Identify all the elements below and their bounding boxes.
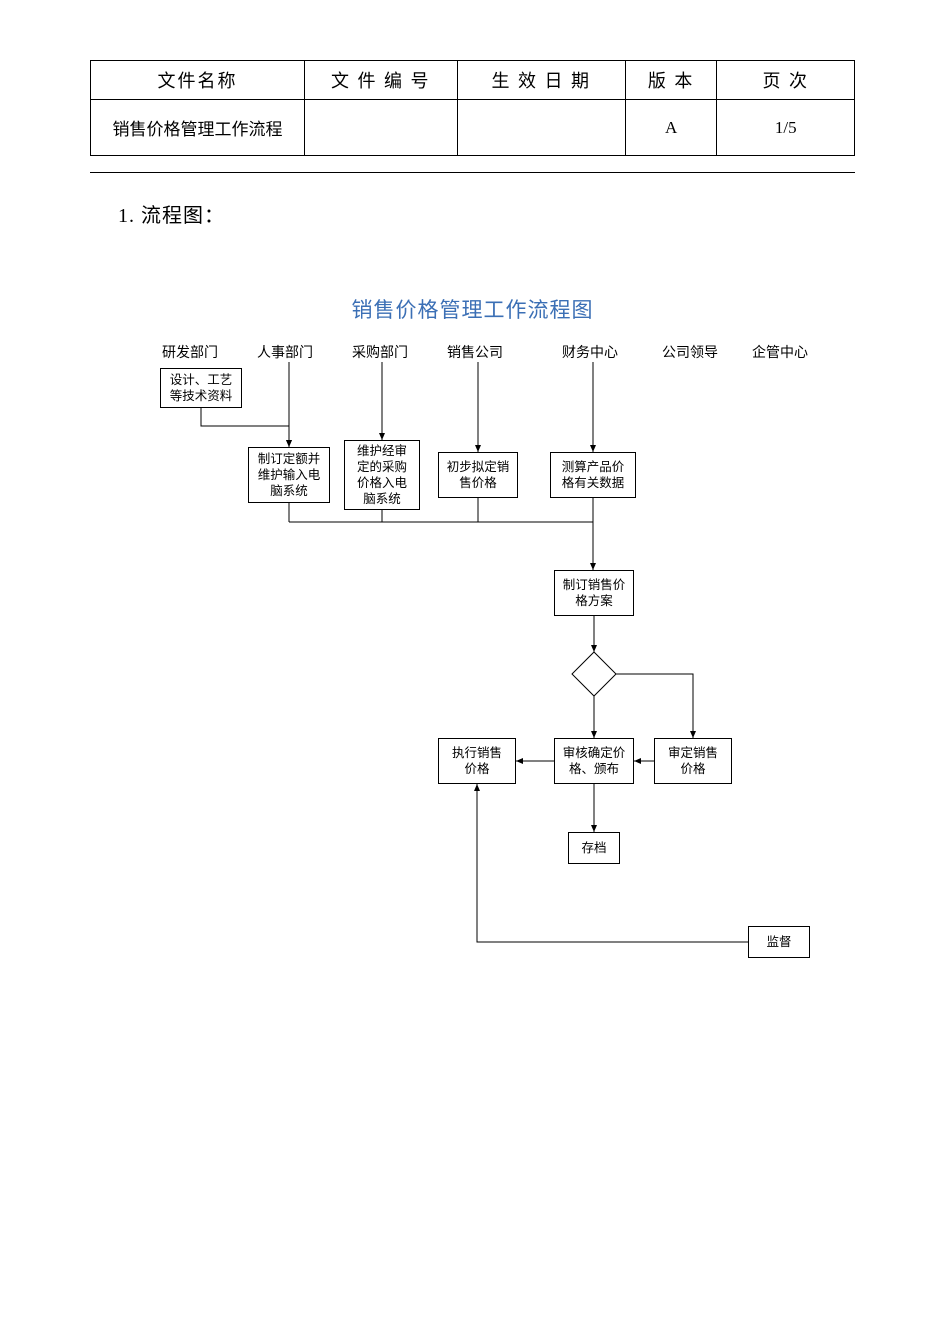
td-file-number bbox=[304, 100, 457, 156]
flowchart-area: 研发部门人事部门采购部门销售公司财务中心公司领导企管中心设计、工艺等技术资料制订… bbox=[130, 342, 830, 1022]
flow-node: 审核确定价格、颁布 bbox=[554, 738, 634, 784]
flow-node: 测算产品价格有关数据 bbox=[550, 452, 636, 498]
swimlane-label: 人事部门 bbox=[245, 342, 325, 362]
flow-node: 审定销售价格 bbox=[654, 738, 732, 784]
flowchart-connectors bbox=[130, 342, 830, 1022]
header-underline bbox=[90, 172, 855, 173]
th-file-number: 文 件 编 号 bbox=[304, 61, 457, 100]
th-page: 页 次 bbox=[717, 61, 855, 100]
td-file-name: 销售价格管理工作流程 bbox=[91, 100, 305, 156]
section-heading: 1. 流程图： bbox=[118, 199, 855, 228]
swimlane-label: 财务中心 bbox=[550, 342, 630, 362]
flow-node: 初步拟定销售价格 bbox=[438, 452, 518, 498]
swimlane-label: 研发部门 bbox=[150, 342, 230, 362]
td-page: 1/5 bbox=[717, 100, 855, 156]
flow-decision bbox=[572, 652, 616, 696]
td-effective-date bbox=[457, 100, 625, 156]
document-header-table: 文件名称 文 件 编 号 生 效 日 期 版 本 页 次 销售价格管理工作流程 … bbox=[90, 60, 855, 156]
flow-edge bbox=[616, 674, 693, 738]
flow-node: 制订定额并维护输入电脑系统 bbox=[248, 447, 330, 503]
flow-edge bbox=[201, 408, 289, 447]
flow-node: 监督 bbox=[748, 926, 810, 958]
flow-node: 制订销售价格方案 bbox=[554, 570, 634, 616]
flow-node: 维护经审定的采购价格入电脑系统 bbox=[344, 440, 420, 510]
flow-node: 设计、工艺等技术资料 bbox=[160, 368, 242, 408]
flowchart-title: 销售价格管理工作流程图 bbox=[90, 294, 855, 324]
flow-node: 执行销售价格 bbox=[438, 738, 516, 784]
th-version: 版 本 bbox=[625, 61, 717, 100]
td-version: A bbox=[625, 100, 717, 156]
swimlane-label: 企管中心 bbox=[740, 342, 820, 362]
flow-node: 存档 bbox=[568, 832, 620, 864]
swimlane-label: 公司领导 bbox=[650, 342, 730, 362]
swimlane-label: 销售公司 bbox=[435, 342, 515, 362]
th-effective-date: 生 效 日 期 bbox=[457, 61, 625, 100]
th-file-name: 文件名称 bbox=[91, 61, 305, 100]
swimlane-label: 采购部门 bbox=[340, 342, 420, 362]
